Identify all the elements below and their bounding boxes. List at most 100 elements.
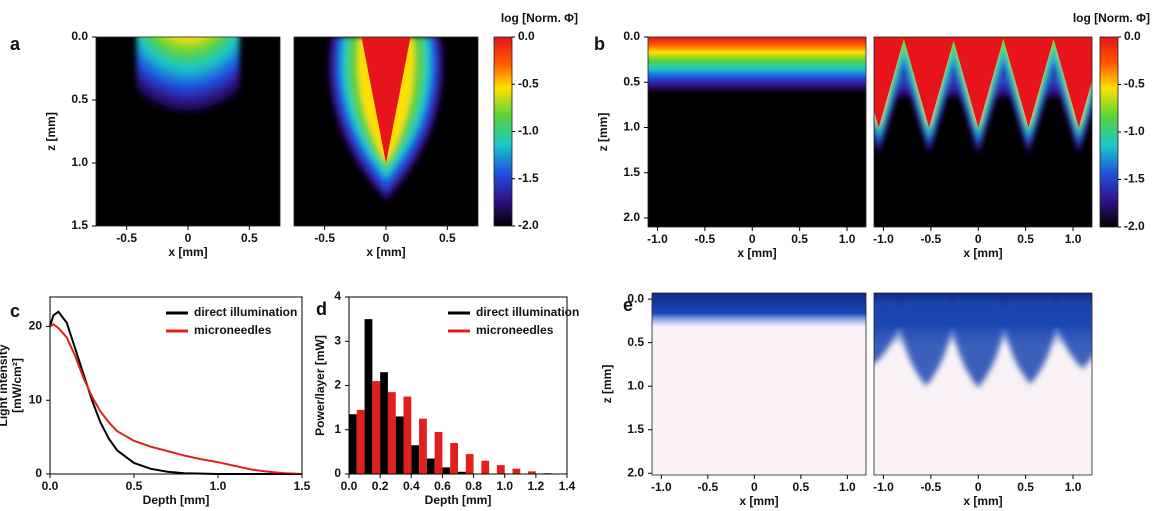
x-tick-label: 1.0 bbox=[839, 480, 856, 494]
x-tick-label: 0 bbox=[383, 231, 390, 245]
colorbar-tick-label: -2.0 bbox=[518, 218, 539, 232]
bar bbox=[426, 458, 435, 474]
y-tick-label: 1 bbox=[334, 422, 341, 436]
bar bbox=[458, 471, 466, 474]
image-layer bbox=[96, 37, 280, 226]
x-tick-label: -0.5 bbox=[921, 480, 942, 494]
y-tick-label: 2.0 bbox=[627, 465, 644, 479]
y-tick-label: 2 bbox=[334, 378, 341, 392]
legend-label: direct illumination bbox=[194, 305, 297, 319]
x-axis-label: Depth [mm] bbox=[425, 493, 492, 507]
line bbox=[49, 323, 303, 475]
panel-letter: a bbox=[10, 34, 21, 54]
image-layer bbox=[874, 37, 1092, 227]
colorbar-tick-label: -1.0 bbox=[518, 124, 539, 138]
x-tick-label: 0.5 bbox=[1017, 480, 1034, 494]
x-tick-label: -0.5 bbox=[314, 231, 335, 245]
stain-cone bbox=[952, 299, 1004, 388]
x-tick-label: 1.0 bbox=[210, 479, 227, 493]
x-tick-label: 0.0 bbox=[42, 479, 59, 493]
y-tick-label: 1.5 bbox=[627, 422, 644, 436]
y-axis-label: z [mm] bbox=[600, 365, 614, 404]
y-tick-label: 20 bbox=[29, 319, 43, 333]
panel-frame bbox=[647, 36, 867, 228]
bar bbox=[372, 381, 381, 474]
x-tick-label: -0.5 bbox=[116, 231, 137, 245]
x-axis-label: x [mm] bbox=[963, 494, 1002, 508]
bar bbox=[450, 443, 458, 474]
bar bbox=[395, 416, 404, 474]
colorbar-tick-label: -1.0 bbox=[1124, 124, 1145, 138]
needle bbox=[361, 37, 411, 163]
panel-frame bbox=[651, 292, 867, 476]
y-tick-label: 1.5 bbox=[623, 165, 640, 179]
y-axis-label: z [mm] bbox=[596, 113, 610, 152]
x-tick-label: 1.2 bbox=[528, 479, 545, 493]
light-band bbox=[648, 37, 866, 94]
y-axis-label: [mW/cm²] bbox=[10, 358, 24, 413]
x-tick-label: -1.0 bbox=[647, 232, 668, 246]
stain-cone bbox=[1004, 299, 1057, 385]
x-tick-label: -1.0 bbox=[873, 480, 894, 494]
x-tick-label: 0 bbox=[751, 480, 758, 494]
bar bbox=[481, 460, 490, 474]
y-tick-label: 2.0 bbox=[623, 210, 640, 224]
y-tick-label: 0.0 bbox=[627, 291, 644, 305]
x-tick-label: -1.0 bbox=[873, 232, 894, 246]
x-tick-label: 1.5 bbox=[294, 479, 311, 493]
plot-frame bbox=[49, 296, 303, 475]
colorbar-tick-label: -2.0 bbox=[1124, 219, 1145, 233]
y-axis-label: Light intensity bbox=[0, 344, 10, 426]
x-tick-label: 0.5 bbox=[791, 232, 808, 246]
x-tick-label: 0 bbox=[185, 231, 192, 245]
x-tick-label: 0.6 bbox=[434, 479, 451, 493]
x-tick-label: 0.5 bbox=[793, 480, 810, 494]
legend-label: direct illumination bbox=[476, 305, 579, 319]
bar bbox=[349, 414, 357, 474]
x-tick-label: -0.5 bbox=[921, 232, 942, 246]
bar bbox=[528, 471, 536, 474]
bar bbox=[419, 418, 427, 474]
stain-cone bbox=[900, 299, 952, 387]
x-tick-label: 0 bbox=[749, 232, 756, 246]
image-layer bbox=[294, 37, 478, 226]
y-tick-label: 0 bbox=[35, 466, 42, 480]
y-tick-label: 1.5 bbox=[71, 218, 88, 232]
bar bbox=[512, 468, 521, 474]
y-tick-label: 1.0 bbox=[627, 378, 644, 392]
bar bbox=[496, 465, 505, 474]
x-tick-label: 0.0 bbox=[341, 479, 358, 493]
x-tick-label: 0 bbox=[975, 232, 982, 246]
stain-cone bbox=[1056, 299, 1092, 369]
x-axis-label: Depth [mm] bbox=[143, 493, 210, 507]
colorbar-tick-label: -1.5 bbox=[1124, 172, 1145, 186]
needle bbox=[1053, 37, 1092, 128]
y-tick-label: 0 bbox=[334, 466, 341, 480]
bar bbox=[434, 431, 443, 474]
needle bbox=[1002, 37, 1055, 128]
bar bbox=[387, 392, 396, 474]
bar bbox=[411, 445, 420, 474]
colorbar-tick-label: -0.5 bbox=[1124, 77, 1145, 91]
x-axis-label: x [mm] bbox=[168, 245, 207, 259]
x-tick-label: 0.5 bbox=[439, 231, 456, 245]
y-tick-label: 0.5 bbox=[71, 92, 88, 106]
colorbar-tick-label: -1.5 bbox=[518, 171, 539, 185]
bar bbox=[442, 467, 451, 474]
y-tick-label: 0.0 bbox=[71, 29, 88, 43]
bar bbox=[364, 319, 373, 474]
x-tick-label: 1.0 bbox=[1065, 232, 1082, 246]
image-layer bbox=[874, 293, 1092, 475]
colorbar-tick-label: -0.5 bbox=[518, 76, 539, 90]
y-tick-label: 4 bbox=[334, 289, 341, 303]
x-tick-label: -1.0 bbox=[651, 480, 672, 494]
colorbar bbox=[1099, 36, 1119, 228]
image-layer bbox=[652, 293, 866, 475]
y-tick-label: 0.5 bbox=[627, 335, 644, 349]
x-axis-label: x [mm] bbox=[739, 494, 778, 508]
legend-label: microneedles bbox=[194, 323, 272, 337]
x-tick-label: 1.0 bbox=[496, 479, 513, 493]
stain-cones bbox=[874, 299, 1092, 388]
panel-frame bbox=[873, 36, 1093, 228]
